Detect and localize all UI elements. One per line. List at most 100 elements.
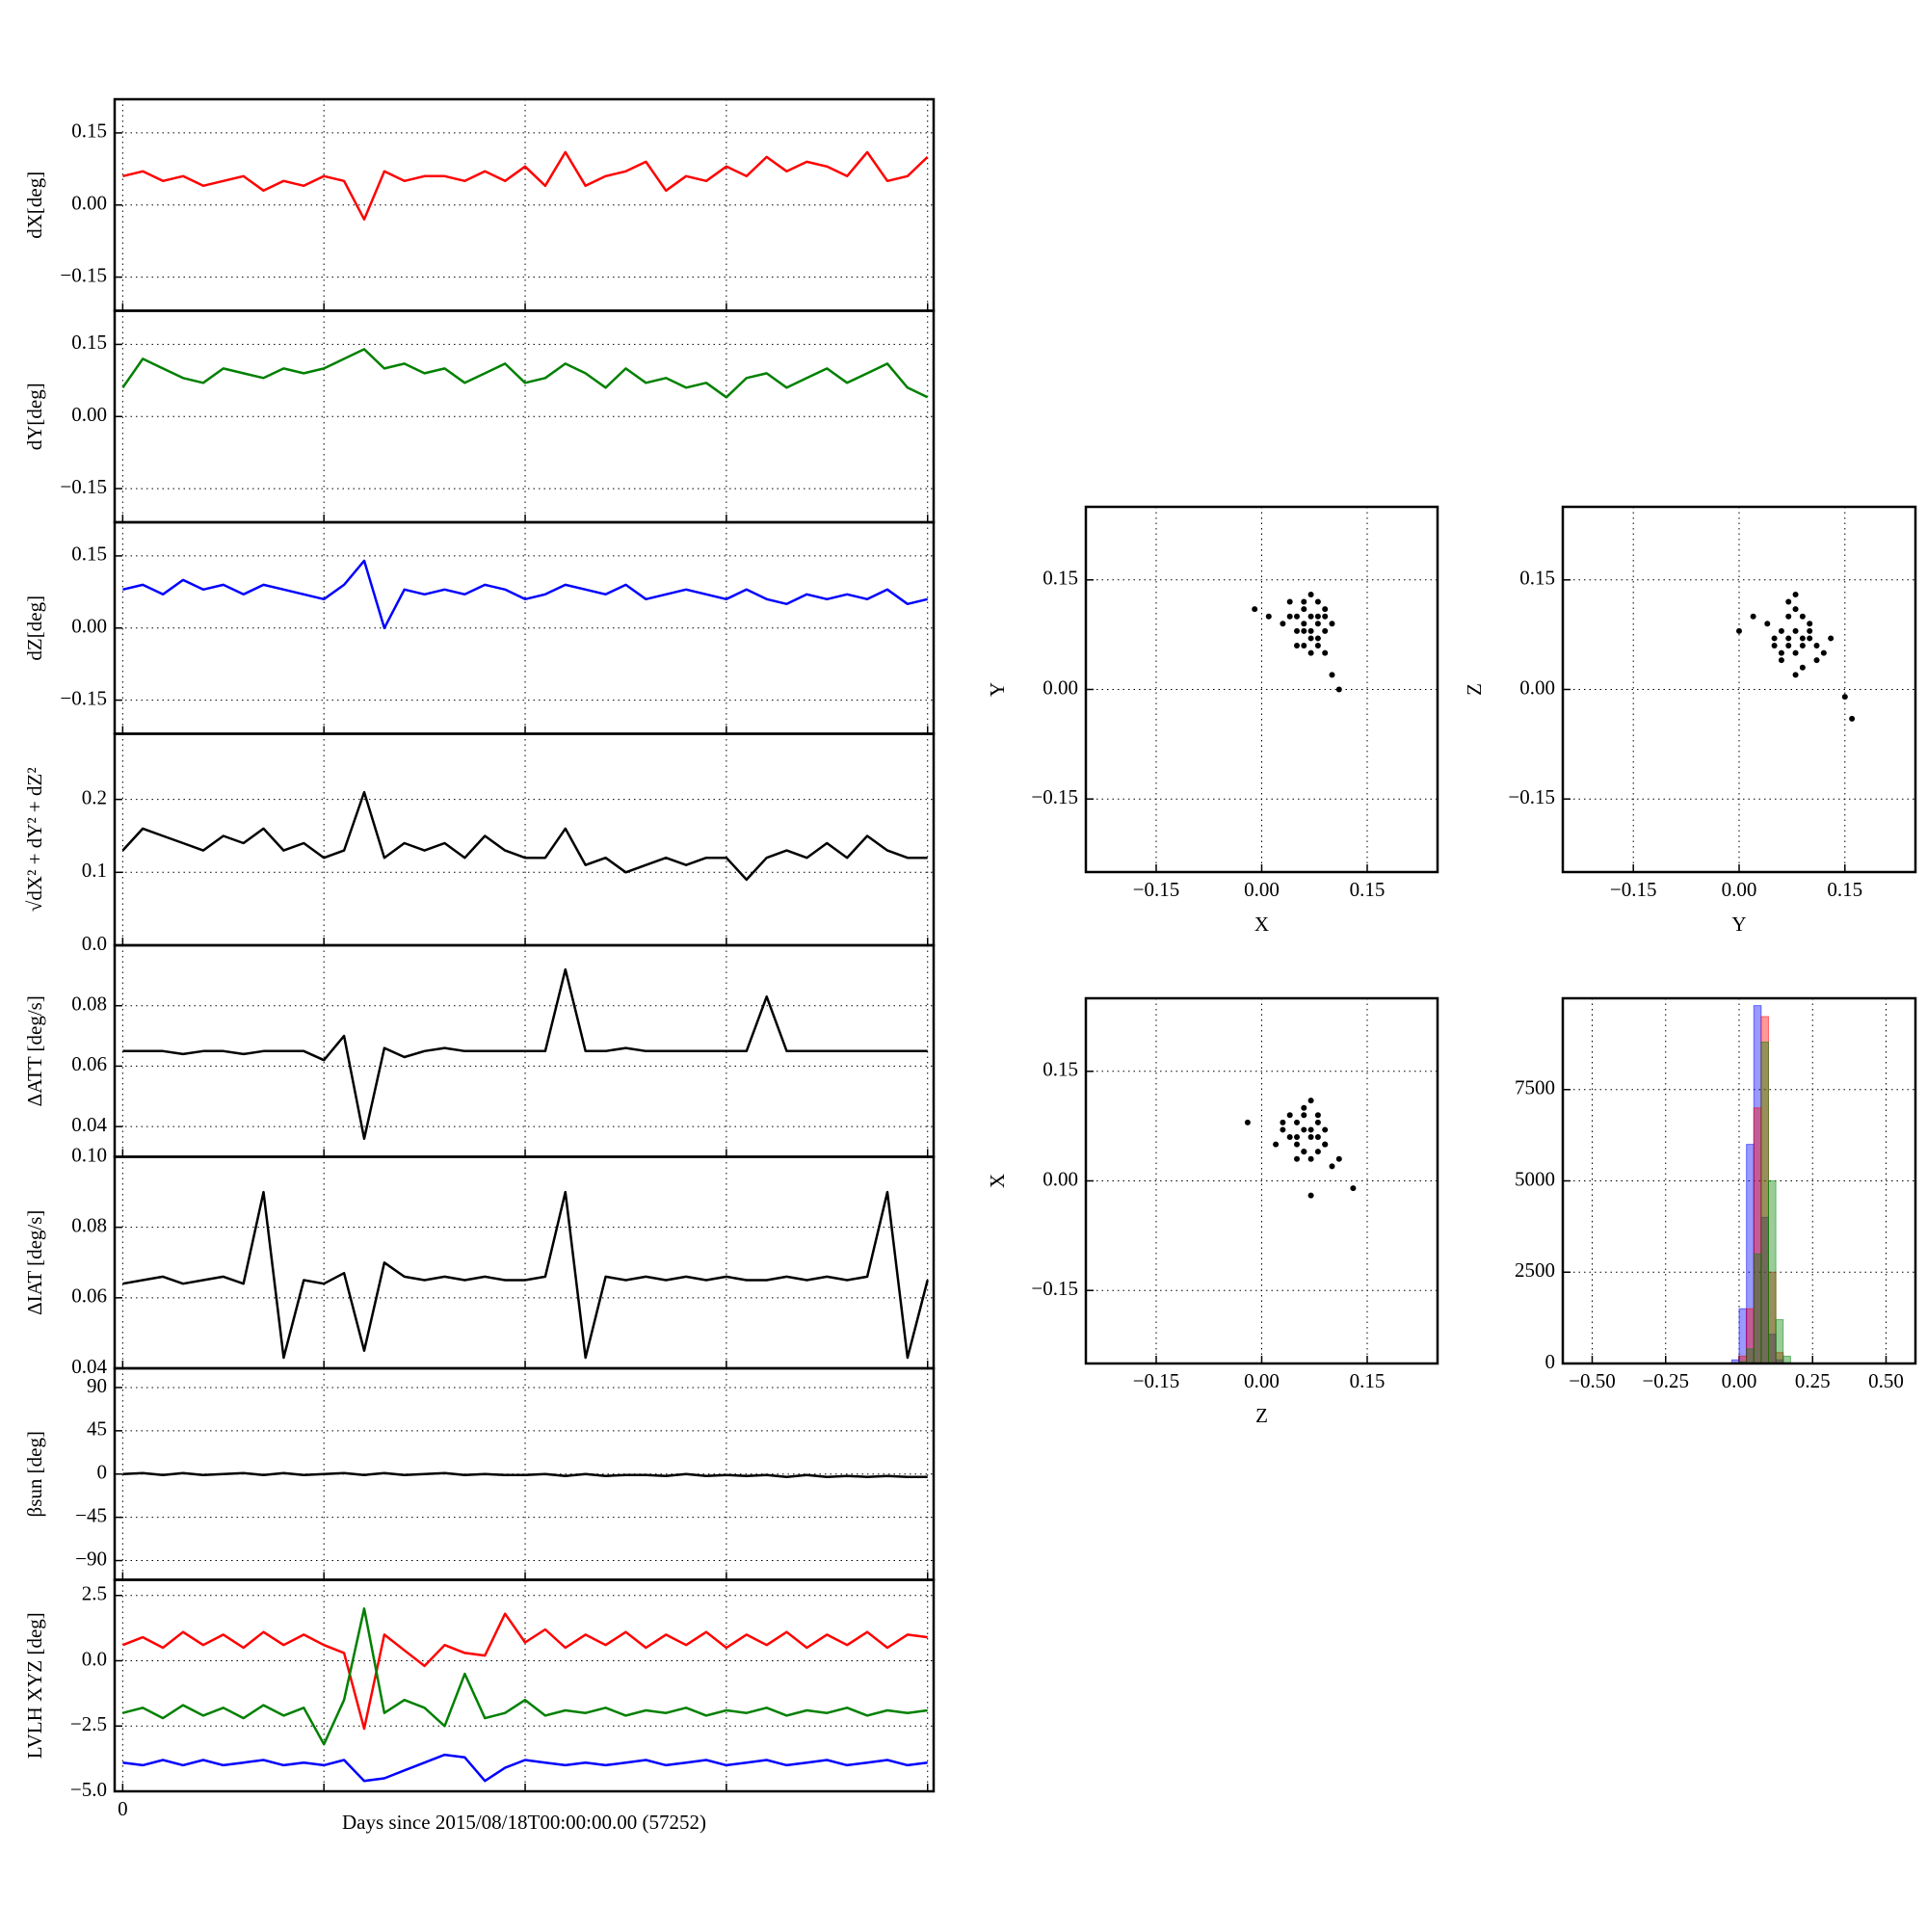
- scatter-point: [1350, 1185, 1357, 1192]
- series-line: [121, 348, 929, 399]
- scatter-point: [1301, 1112, 1307, 1119]
- scatter-point: [1792, 627, 1799, 634]
- y-tick-label: 0.1: [82, 859, 107, 882]
- scatter-point: [1286, 1134, 1293, 1141]
- y-tick-label: 0.00: [1043, 675, 1078, 699]
- x-tick-label: −0.25: [1642, 1369, 1689, 1392]
- y-tick-label: 0.00: [71, 615, 107, 638]
- scatter-point: [1329, 1163, 1335, 1170]
- y-tick-label: 0.15: [71, 119, 107, 143]
- scatter-point: [1799, 613, 1806, 620]
- scatter-point: [1799, 664, 1806, 671]
- scatter-point: [1828, 635, 1835, 642]
- y-tick-label: 0.0: [82, 932, 107, 955]
- y-tick-label: −5.0: [70, 1778, 107, 1801]
- scatter-point: [1785, 635, 1792, 642]
- scatter-point: [1813, 657, 1820, 664]
- scatter-point: [1792, 591, 1799, 597]
- y-tick-label: −2.5: [70, 1712, 107, 1735]
- y-axis-label: Y: [986, 682, 1009, 697]
- scatter-point: [1799, 643, 1806, 649]
- scatter-point: [1307, 1155, 1314, 1162]
- y-tick-label: 7500: [1515, 1076, 1555, 1099]
- x-tick-label: −0.15: [1133, 1369, 1180, 1392]
- y-tick-label: 0.00: [1519, 675, 1555, 699]
- histogram-bar: [1775, 1319, 1784, 1364]
- y-tick-label: 0.15: [1043, 567, 1078, 590]
- scatter-point: [1301, 627, 1307, 634]
- scatter-point: [1813, 643, 1820, 649]
- y-tick-label: 0.2: [82, 785, 107, 808]
- axes-frame: [113, 1578, 936, 1793]
- scatter-point: [1301, 598, 1307, 605]
- x-tick-label: 0.00: [1722, 878, 1757, 901]
- scatter-point: [1792, 649, 1799, 656]
- scatter-point: [1322, 613, 1329, 620]
- y-tick-label: 90: [87, 1374, 107, 1397]
- scatter-point: [1314, 1119, 1321, 1125]
- scatter-point: [1307, 649, 1314, 656]
- scatter-point: [1307, 635, 1314, 642]
- scatter-point: [1322, 649, 1329, 656]
- scatter-point: [1301, 643, 1307, 649]
- scatter-point: [1307, 1134, 1314, 1141]
- x-axis-label: Z: [1255, 1404, 1268, 1427]
- scatter-point: [1792, 672, 1799, 678]
- y-axis-label: √dX² + dY² + dZ²: [23, 767, 46, 912]
- scatter-point: [1807, 621, 1813, 627]
- series-line: [121, 790, 928, 882]
- x-tick-label: −0.15: [1133, 878, 1180, 901]
- scatter-point: [1286, 613, 1293, 620]
- x-tick-label: 0.25: [1795, 1369, 1831, 1392]
- scatter-point: [1778, 657, 1784, 664]
- x-tick-label: 0.15: [1827, 878, 1862, 901]
- x-axis-label: Days since 2015/08/18T00:00:00.00 (57252…: [342, 1811, 706, 1834]
- scatter-point: [1771, 635, 1778, 642]
- y-tick-label: 0.15: [1519, 567, 1555, 590]
- y-tick-label: 0: [97, 1461, 108, 1484]
- scatter-point: [1307, 1098, 1314, 1104]
- y-axis-label: βsun [deg]: [23, 1431, 46, 1517]
- scatter-point: [1764, 621, 1771, 627]
- histogram-bar: [1768, 1180, 1777, 1364]
- y-tick-label: 0.15: [71, 543, 107, 566]
- histogram-bar: [1760, 1041, 1769, 1364]
- scatter-point: [1322, 1141, 1329, 1148]
- scatter-point: [1244, 1119, 1251, 1125]
- scatter-point: [1314, 1134, 1321, 1141]
- scatter-point: [1286, 598, 1293, 605]
- scatter-point: [1252, 606, 1258, 613]
- scatter-point: [1335, 686, 1342, 693]
- histogram-bar: [1738, 1308, 1748, 1364]
- histogram-bar: [1753, 1253, 1762, 1364]
- y-axis-label: X: [986, 1174, 1009, 1188]
- scatter-point: [1294, 1141, 1300, 1148]
- scatter-point: [1785, 598, 1792, 605]
- scatter-point: [1294, 1119, 1300, 1125]
- scatter-point: [1335, 1155, 1342, 1162]
- scatter-point: [1778, 649, 1784, 656]
- scatter-point: [1280, 1119, 1286, 1125]
- x-tick-label: 0.15: [1350, 878, 1386, 901]
- scatter-point: [1294, 627, 1300, 634]
- scatter-point: [1307, 1192, 1314, 1199]
- y-tick-label: 45: [87, 1417, 107, 1441]
- histogram-bar: [1746, 1348, 1755, 1364]
- scatter-point: [1820, 649, 1827, 656]
- scatter-point: [1301, 1126, 1307, 1133]
- scatter-point: [1301, 1149, 1307, 1155]
- y-tick-label: 0.08: [71, 1213, 107, 1236]
- y-tick-label: 5000: [1515, 1167, 1555, 1190]
- scatter-point: [1294, 1155, 1300, 1162]
- x-axis-label: X: [1254, 913, 1269, 936]
- scatter-point: [1314, 643, 1321, 649]
- y-axis-label: LVLH XYZ [deg]: [23, 1612, 46, 1759]
- x-tick-label: 0.50: [1868, 1369, 1904, 1392]
- axes-frame: [1561, 996, 1917, 1365]
- y-tick-label: 0.00: [71, 403, 107, 426]
- y-axis-label: ΔIAT [deg/s]: [23, 1210, 46, 1315]
- scatter-point: [1307, 591, 1314, 597]
- y-tick-label: 2500: [1515, 1258, 1555, 1282]
- x-tick-label: 0.15: [1350, 1369, 1386, 1392]
- scatter-point: [1294, 643, 1300, 649]
